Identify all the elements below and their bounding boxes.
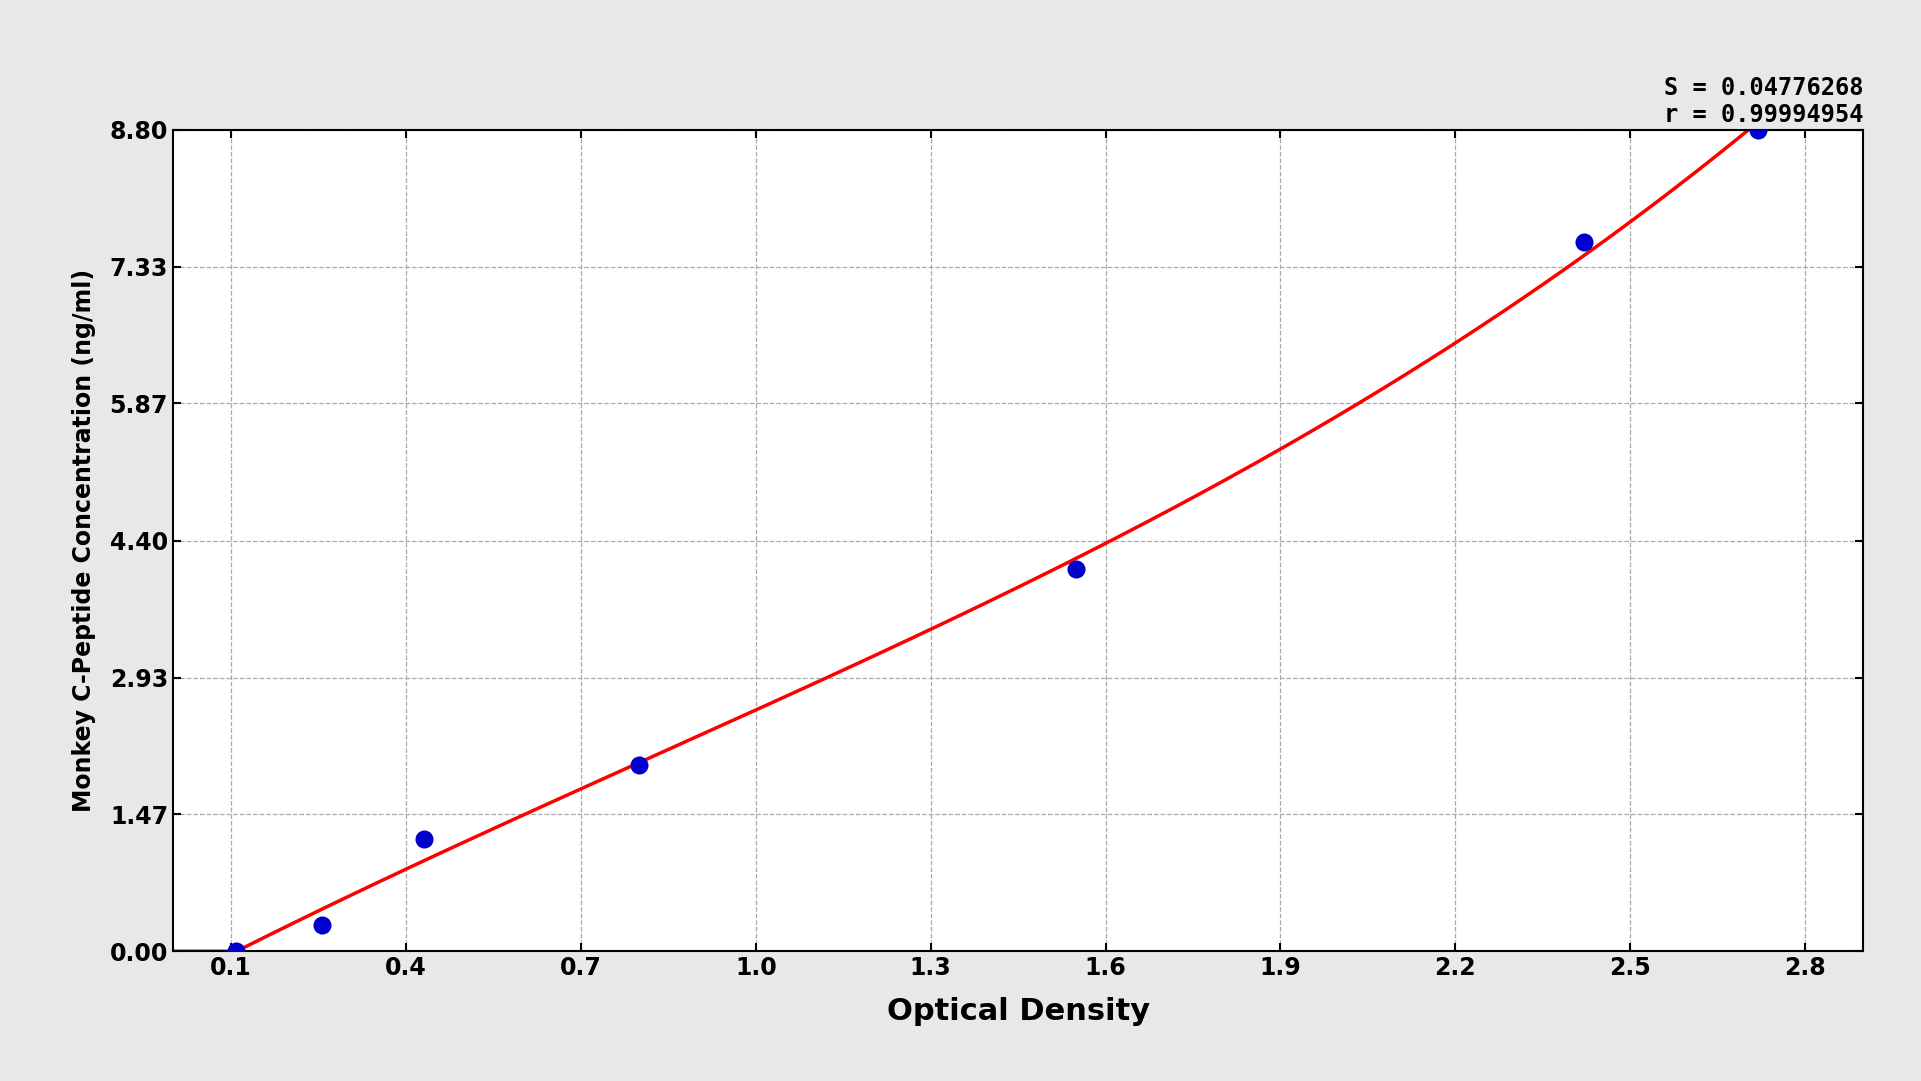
Text: S = 0.04776268
r = 0.99994954: S = 0.04776268 r = 0.99994954: [1664, 76, 1863, 128]
Y-axis label: Monkey C-Peptide Concentration (ng/ml): Monkey C-Peptide Concentration (ng/ml): [71, 269, 96, 812]
Point: [1742, 121, 1773, 138]
Point: [305, 917, 336, 934]
X-axis label: Optical Density: Optical Density: [888, 997, 1149, 1026]
Point: [1568, 233, 1598, 251]
Point: [407, 830, 438, 848]
Point: [1060, 560, 1091, 577]
Point: [221, 943, 252, 960]
Point: [624, 756, 655, 773]
